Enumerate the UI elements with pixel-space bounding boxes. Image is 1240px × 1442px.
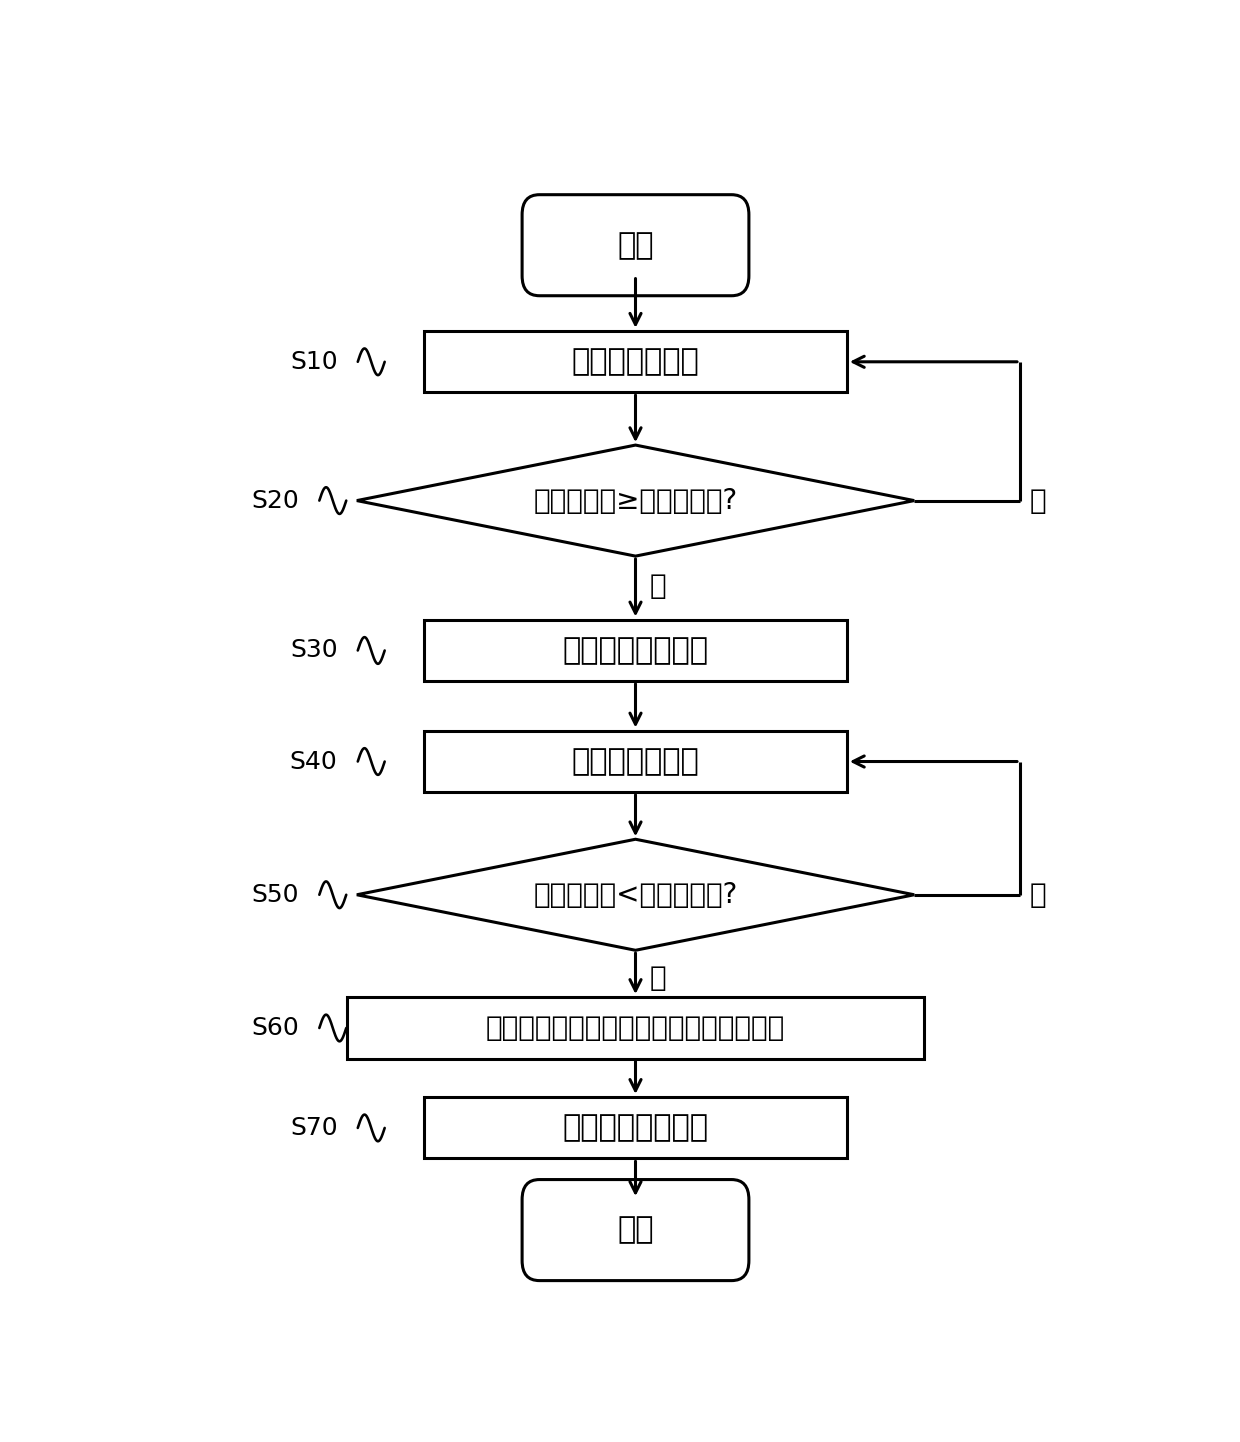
Text: S30: S30 bbox=[290, 639, 337, 662]
Bar bbox=[424, 332, 847, 392]
Text: 是: 是 bbox=[650, 572, 667, 600]
Text: S70: S70 bbox=[290, 1116, 337, 1141]
Text: S10: S10 bbox=[290, 350, 337, 373]
FancyBboxPatch shape bbox=[522, 195, 749, 296]
Text: 硫化氢含量≥第一预定值?: 硫化氢含量≥第一预定值? bbox=[533, 486, 738, 515]
Text: S40: S40 bbox=[290, 750, 337, 773]
Text: 控制除硫化氢装置继续运行第一预定时间: 控制除硫化氢装置继续运行第一预定时间 bbox=[486, 1014, 785, 1043]
Text: S50: S50 bbox=[252, 883, 299, 907]
Text: 检测硫化氢含量: 检测硫化氢含量 bbox=[572, 348, 699, 376]
Text: 启动除硫化氢装置: 启动除硫化氢装置 bbox=[563, 636, 708, 665]
FancyBboxPatch shape bbox=[522, 1180, 749, 1280]
Text: 结束: 结束 bbox=[618, 1216, 653, 1244]
Text: 检测硫化氢含量: 检测硫化氢含量 bbox=[572, 747, 699, 776]
Text: 硫化氢含量<第一预定值?: 硫化氢含量<第一预定值? bbox=[533, 881, 738, 908]
Text: 否: 否 bbox=[1029, 881, 1047, 908]
Bar bbox=[424, 1097, 847, 1158]
Text: S60: S60 bbox=[252, 1017, 299, 1040]
Text: 开始: 开始 bbox=[618, 231, 653, 260]
Text: 关闭除硫化氢装置: 关闭除硫化氢装置 bbox=[563, 1113, 708, 1142]
Bar bbox=[424, 731, 847, 792]
Text: 否: 否 bbox=[1029, 486, 1047, 515]
Polygon shape bbox=[357, 839, 914, 950]
Text: 是: 是 bbox=[650, 965, 667, 992]
Bar bbox=[347, 998, 924, 1058]
Bar bbox=[424, 620, 847, 681]
Polygon shape bbox=[357, 446, 914, 557]
Text: S20: S20 bbox=[252, 489, 299, 512]
